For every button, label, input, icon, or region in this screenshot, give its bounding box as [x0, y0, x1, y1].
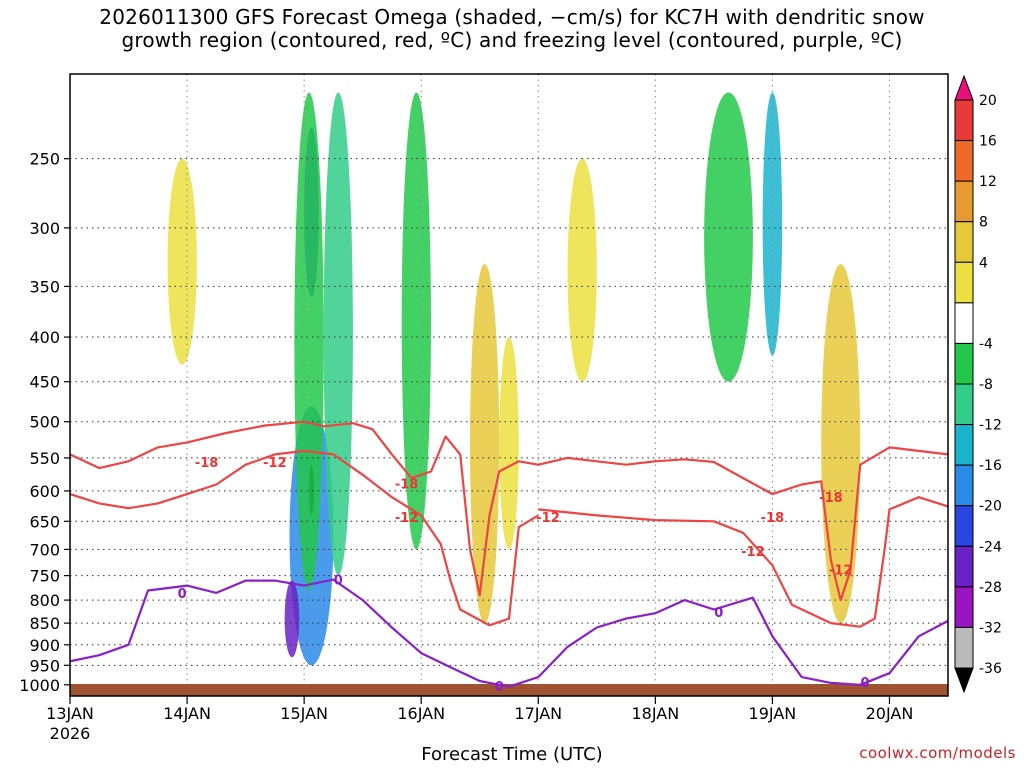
y-tick-label: 300: [29, 219, 60, 238]
colorbar-tick-label: 4: [979, 255, 988, 271]
colorbar-box: [954, 464, 974, 507]
colorbar-box: [954, 505, 974, 547]
contour-label: -18: [819, 491, 843, 506]
contour-label: 0: [178, 587, 187, 602]
colorbar-box: [954, 221, 974, 263]
contour-line-0: [70, 578, 948, 688]
y-tick-label: 500: [29, 413, 60, 432]
colorbar-box: [954, 261, 974, 304]
x-axis: 13JAN 14JAN 15JAN 16JAN 17JAN 18JAN 19JAN 20JAN…: [46, 696, 913, 743]
y-tick-label: 1000: [19, 676, 60, 695]
y-tick-label: 650: [29, 512, 60, 531]
colorbar-bottom-arrow: [954, 667, 974, 694]
colorbar-box: [954, 586, 974, 628]
plot-frame: [69, 73, 949, 697]
x-year-label: 2026: [50, 724, 91, 743]
contour-label: -18: [195, 456, 219, 471]
colorbar-tick-label: 12: [979, 174, 997, 190]
colorbar-tick-label: 20: [979, 93, 997, 109]
y-tick-label: 400: [29, 328, 60, 347]
contour-line-m18: [70, 420, 948, 602]
y-tick-label: 700: [29, 540, 60, 559]
contour-label: 0: [861, 676, 870, 691]
colorbar-tick-label: 16: [979, 134, 997, 150]
colorbar-tick-label: -20: [979, 499, 1002, 515]
omega-cell: [167, 158, 197, 365]
x-tick-label: 19JAN: [749, 704, 797, 723]
x-axis-label: Forecast Time (UTC): [421, 744, 603, 765]
colorbar-tick-label: -32: [979, 620, 1002, 636]
contour-label: -12: [829, 563, 853, 578]
contour-lines: [70, 420, 948, 688]
x-tick-label: 13JAN: [46, 704, 94, 723]
omega-cell: [284, 580, 300, 658]
y-tick-label: 550: [29, 449, 60, 468]
colorbar-box: [954, 545, 974, 588]
omega-shading: [167, 92, 861, 666]
colorbar-top-arrow: [954, 74, 974, 101]
y-tick-label: 450: [29, 373, 60, 392]
colorbar-tick-label: -16: [979, 458, 1002, 474]
contour-label: -12: [395, 511, 419, 526]
y-tick-label: 250: [29, 150, 60, 169]
colorbar-box: [954, 99, 974, 142]
y-axis: 250 300 350 400 450 500 550 600 650 700 750 800 850 9…: [19, 150, 70, 695]
x-tick-label: 14JAN: [163, 704, 211, 723]
omega-cell: [469, 264, 500, 624]
contour-line-m12: [70, 449, 539, 627]
x-tick-label: 17JAN: [514, 704, 562, 723]
ground-terrain: [70, 684, 948, 696]
x-tick-label: 15JAN: [280, 704, 328, 723]
y-tick-label: 800: [29, 591, 60, 610]
colorbar-tick-label: -28: [979, 580, 1002, 596]
colorbar-box: [954, 342, 974, 385]
x-tick-label: 20JAN: [866, 704, 914, 723]
y-tick-label: 850: [29, 614, 60, 633]
omega-cell: [567, 158, 597, 382]
colorbar-tick-label: -4: [979, 336, 993, 352]
omega-cell: [762, 92, 783, 356]
contour-label: -18: [395, 477, 419, 492]
contour-label: -12: [536, 511, 560, 526]
contour-label: -12: [741, 545, 765, 560]
credit-text: coolwx.com/models: [859, 744, 1016, 762]
omega-cell: [401, 92, 431, 550]
colorbar-box: [954, 626, 974, 669]
colorbar-tick-label: -24: [979, 539, 1002, 555]
colorbar-box: [954, 383, 974, 426]
contour-labels: -18 -12 -18 -12 -12 -18 -12 -18 -12 0 0 0 0 0: [178, 456, 870, 695]
colorbar-box: [954, 140, 974, 182]
colorbar-box: [954, 180, 974, 223]
y-tick-label: 750: [29, 567, 60, 586]
contour-line-m12: [538, 496, 948, 628]
y-tick-label: 600: [29, 482, 60, 501]
y-tick-label: 350: [29, 277, 60, 296]
colorbar-tick-label: -8: [979, 377, 993, 393]
omega-cell: [323, 92, 353, 576]
omega-cell: [294, 92, 324, 591]
contour-label: -12: [263, 456, 287, 471]
chart-title: 2026011300 GFS Forecast Omega (shaded, −…: [99, 5, 925, 52]
y-tick-label: 900: [29, 636, 60, 655]
omega-cell: [499, 337, 519, 550]
contour-label: 0: [495, 680, 504, 695]
x-tick-label: 16JAN: [397, 704, 445, 723]
contour-label: 0: [714, 606, 723, 621]
colorbar-box: [954, 302, 974, 344]
x-tick-label: 18JAN: [631, 704, 679, 723]
colorbar-box: [954, 424, 974, 466]
omega-cell: [704, 92, 753, 382]
colorbar: 20 16 12 8 4 -4 -8 -12 -16 -20 -24 -28 -32 -36: [954, 74, 1002, 694]
omega-cell: [821, 264, 861, 624]
y-tick-label: 950: [29, 656, 60, 675]
colorbar-tick-label: 8: [979, 215, 988, 231]
contour-label: -18: [761, 511, 785, 526]
colorbar-tick-label: -36: [979, 661, 1002, 677]
contour-label: 0: [334, 574, 343, 589]
colorbar-tick-label: -12: [979, 418, 1002, 434]
